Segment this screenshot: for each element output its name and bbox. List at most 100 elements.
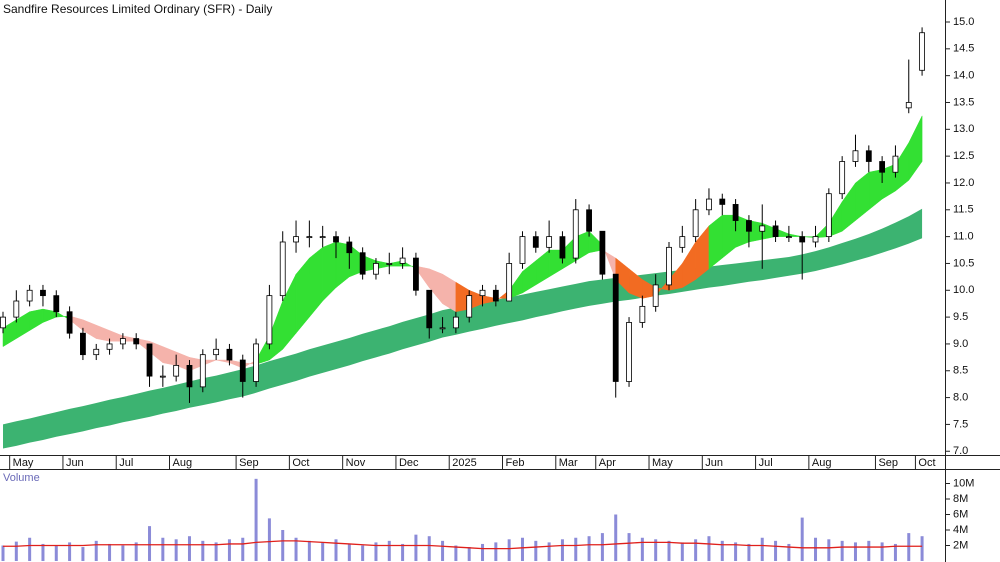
candle-body [213, 348, 220, 356]
candle-body [706, 198, 712, 211]
volume-bar [547, 542, 551, 561]
candle-body [80, 332, 86, 356]
volume-bar [161, 537, 165, 561]
volume-bar [814, 537, 818, 561]
x-tick-label: Aug [173, 457, 193, 469]
volume-bar [441, 540, 445, 561]
candle-body [319, 236, 326, 239]
volume-bar [920, 536, 924, 561]
volume-bar [201, 540, 205, 561]
candle-body [599, 230, 606, 275]
x-tick-label: Dec [399, 457, 419, 469]
candle-body [306, 236, 313, 239]
volume-bar [907, 533, 911, 561]
x-tick-label: Sep [878, 457, 898, 469]
candle-body [93, 348, 100, 356]
candle-body [759, 225, 766, 232]
candle-body [133, 338, 140, 345]
candle-body [106, 343, 113, 350]
volume-bar [174, 539, 178, 561]
y-tick-label: 9.0 [953, 338, 968, 350]
candle-body [746, 220, 752, 232]
candle-body [852, 150, 859, 162]
candle-body [865, 150, 872, 162]
volume-bar [800, 517, 804, 561]
candle-body [785, 236, 792, 239]
x-tick-label: Aug [812, 457, 832, 469]
volume-label: Volume [3, 472, 40, 484]
volume-bar [81, 547, 85, 561]
candle-body [359, 252, 366, 275]
candle-body [772, 225, 779, 238]
candle-body [40, 289, 46, 297]
candle-body [612, 273, 619, 382]
candle-body [879, 161, 886, 173]
y-tick-label: 11.5 [953, 204, 974, 216]
volume-bar [720, 540, 724, 561]
volume-bar [187, 536, 191, 561]
y-tick-label: 11.0 [953, 231, 974, 243]
volume-bar [627, 533, 631, 561]
candle-body [266, 295, 273, 345]
volume-bar [387, 540, 391, 561]
volume-bar [694, 539, 698, 561]
x-tick-label: Nov [346, 457, 366, 469]
candle-body [226, 348, 233, 361]
candle-body [452, 316, 459, 329]
volume-bar [281, 529, 285, 561]
candle-body [825, 193, 832, 238]
candle-body [466, 295, 473, 318]
candle-body [199, 354, 206, 388]
x-tick-label: Feb [506, 457, 525, 469]
volume-bar [787, 543, 791, 561]
x-tick-label: 2025 [452, 457, 476, 469]
candle-body [53, 295, 60, 313]
candle-body [519, 236, 526, 264]
volume-bar [94, 540, 98, 561]
volume-bar [374, 542, 378, 561]
short-band-segment [908, 115, 923, 182]
x-tick-label: May [652, 457, 673, 469]
candle-body [186, 364, 193, 388]
x-tick-label: Jul [119, 457, 133, 469]
volume-bar [214, 542, 218, 561]
volume-bar [134, 542, 138, 561]
candle-body [253, 343, 259, 382]
volume-bar [774, 540, 778, 561]
candle-body [173, 364, 180, 377]
candle-body [506, 263, 513, 302]
x-tick-label: May [13, 457, 34, 469]
y-tick-label: 7.0 [953, 445, 968, 457]
volume-tick-label: 4M [953, 524, 968, 536]
volume-bar [148, 526, 152, 561]
candle-body [532, 236, 539, 248]
x-tick-label: Jul [759, 457, 773, 469]
y-tick-label: 8.5 [953, 365, 968, 377]
candle-body [492, 289, 499, 302]
candle-body [559, 236, 566, 259]
candle-body [892, 155, 899, 173]
volume-bar [294, 537, 298, 561]
volume-bar [520, 537, 524, 561]
candle-body [413, 257, 419, 291]
candle-body [652, 284, 659, 307]
candle-body [373, 263, 379, 275]
y-tick-label: 7.5 [953, 418, 968, 430]
volume-bar [640, 537, 644, 561]
candle-body [572, 209, 579, 259]
price-pane [0, 27, 925, 449]
volume-bar [28, 537, 32, 561]
volume-bar [840, 540, 844, 561]
candle-body [666, 246, 672, 286]
volume-bar [227, 539, 231, 561]
volume-bar [254, 478, 258, 561]
candle-body [239, 359, 246, 382]
candle-body [919, 32, 925, 71]
volume-bar [560, 539, 564, 561]
volume-bar [494, 542, 498, 561]
x-tick-label: Sep [239, 457, 259, 469]
volume-bar [707, 536, 711, 561]
volume-bar [267, 518, 271, 561]
candle-body [439, 327, 446, 330]
